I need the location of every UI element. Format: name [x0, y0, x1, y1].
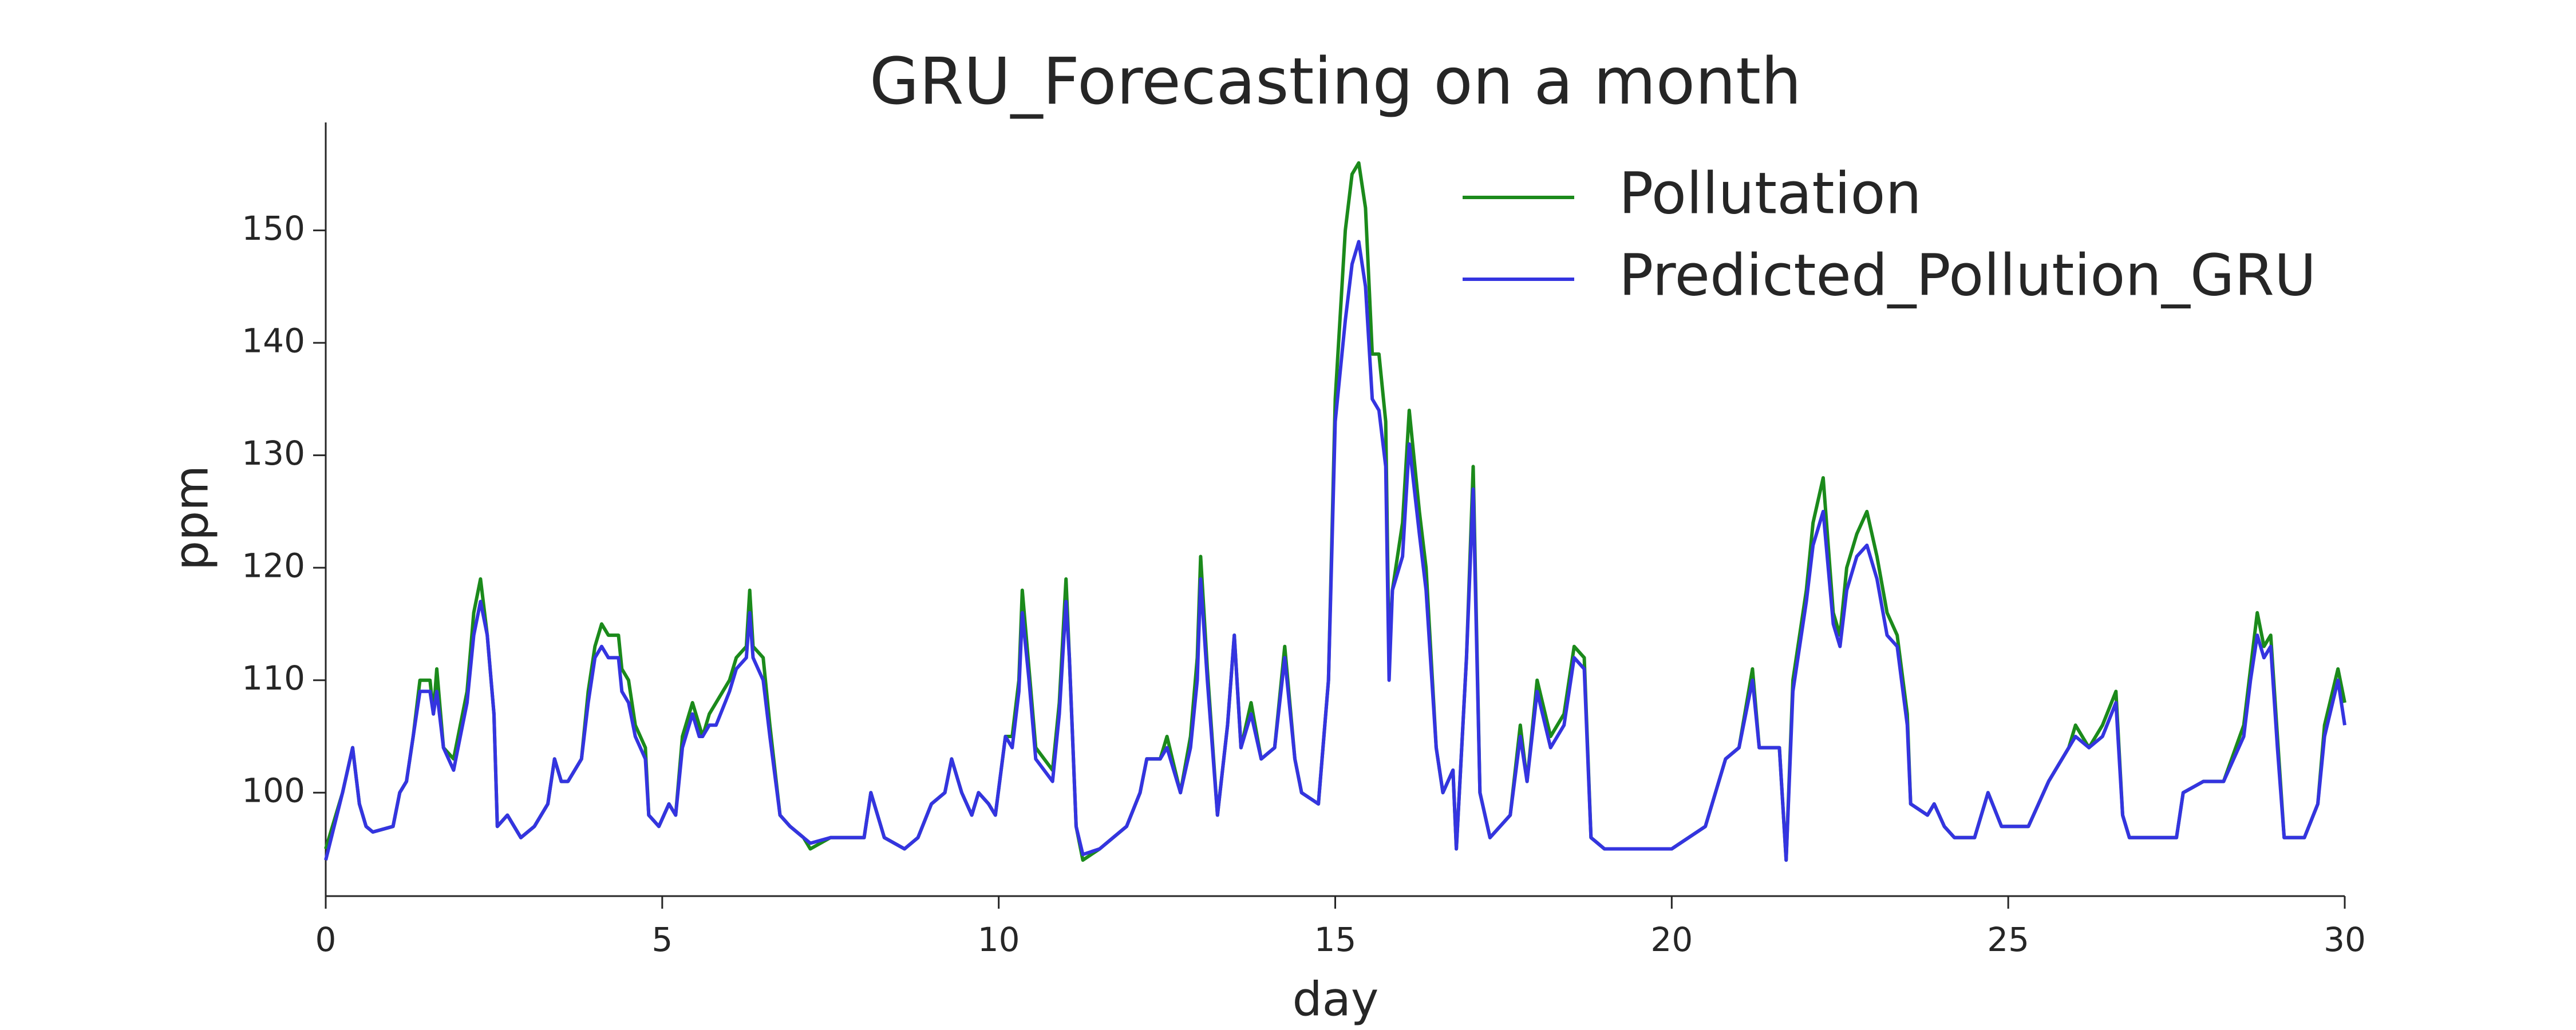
x-tick-label: 5 [651, 920, 673, 959]
x-tick-label: 15 [1314, 920, 1357, 959]
legend-label: Predicted_Pollution_GRU [1619, 241, 2316, 308]
x-axis-label: day [1293, 972, 1379, 1027]
x-tick-label: 10 [978, 920, 1020, 959]
y-tick-label: 100 [242, 771, 305, 810]
x-tick-label: 0 [315, 920, 337, 959]
y-tick-label: 120 [242, 546, 305, 585]
x-tick-label: 25 [1987, 920, 2029, 959]
y-tick-label: 150 [242, 209, 305, 248]
legend-label: Pollutation [1619, 160, 1922, 227]
x-tick-label: 20 [1650, 920, 1693, 959]
x-tick-label: 30 [2324, 920, 2366, 959]
y-tick-label: 140 [242, 321, 305, 360]
y-tick-label: 110 [242, 659, 305, 698]
y-tick-label: 130 [242, 434, 305, 473]
series-line [324, 240, 2346, 862]
y-axis-label: ppm [164, 465, 219, 571]
chart-title: GRU_Forecasting on a month [870, 45, 1801, 119]
